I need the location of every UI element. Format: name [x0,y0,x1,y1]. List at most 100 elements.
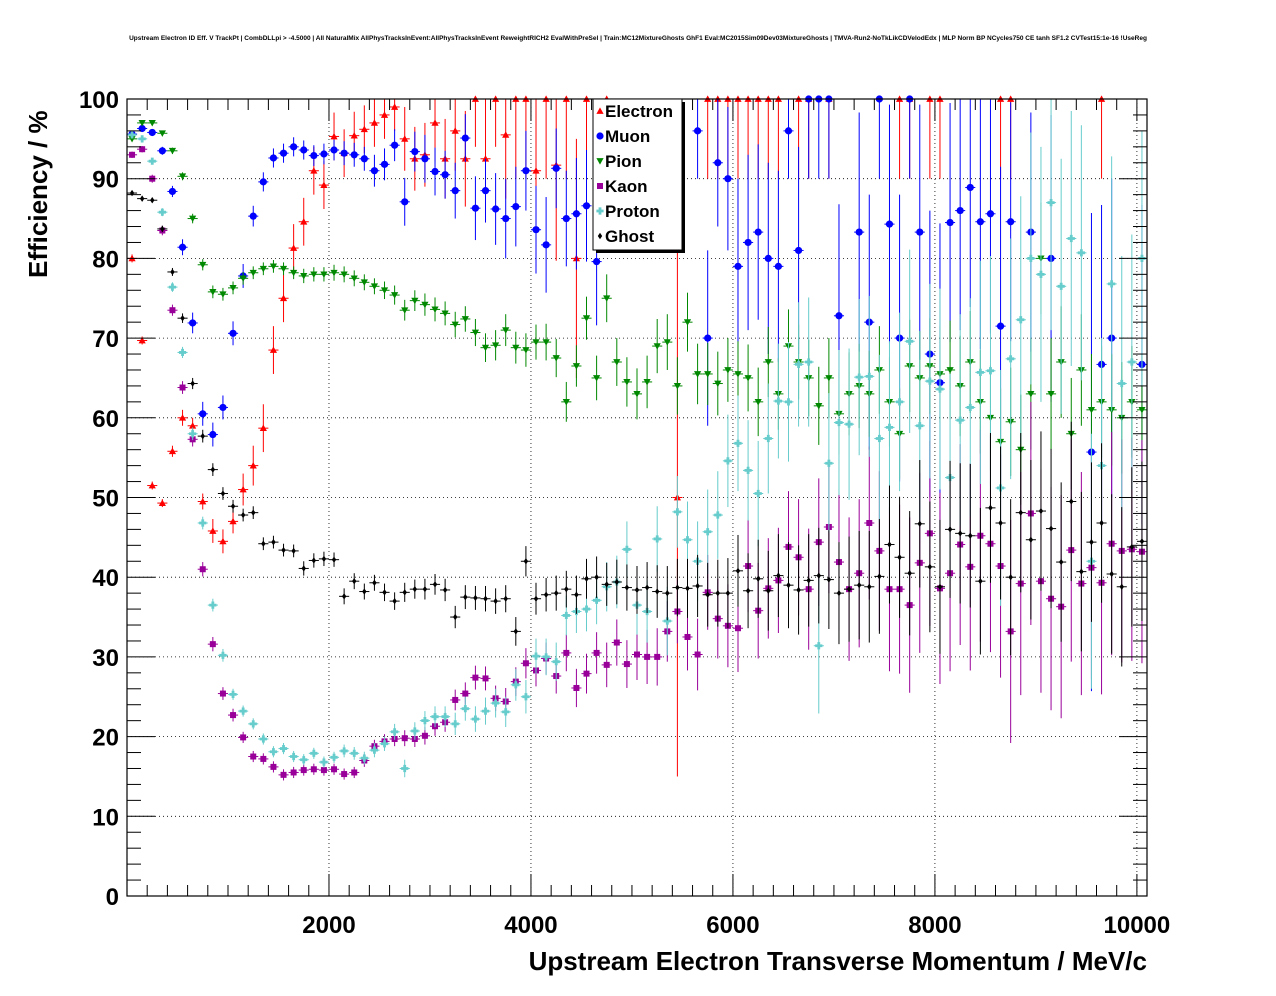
ghost-point [281,546,286,554]
electron-point [330,132,338,140]
ghost-point [968,532,973,539]
muon-point [502,214,510,223]
ghost-point [1119,583,1124,590]
electron-point [532,167,540,174]
kaon-point [694,651,701,658]
electron-point [168,447,177,455]
proton-point [663,617,671,625]
electron-point [249,462,257,469]
axis-tick-labels: 2000 4000 6000 8000 10000 0 10 20 30 40 50 60 70 80 90… [79,87,1170,939]
kaon-point [341,771,348,778]
x-tick-label: 10000 [1104,912,1171,939]
electron-point [380,111,389,118]
proton-point [219,651,227,659]
muon-point [350,151,358,159]
proton-point [825,459,833,467]
pion-point [421,301,429,309]
proton-point [623,545,631,553]
kaon-point [179,384,186,391]
ghost-point [453,613,458,621]
proton-point [916,422,924,430]
proton-point [754,489,762,498]
electron-point [158,499,166,506]
proton-point [582,605,591,613]
ghost-point [947,526,953,533]
pion-point [673,383,681,390]
pion-point [199,261,207,269]
ghost-point [1008,574,1013,581]
ghost-series [127,189,1147,667]
muon-point [269,154,278,162]
proton-point [209,601,217,609]
chart-title: Upstream Electron ID Eff. V TrackPt | Co… [129,35,1147,42]
electron-point [481,155,490,162]
muon-point [996,322,1005,330]
ghost-point [341,593,347,600]
proton-point [138,135,146,143]
y-tick-label: 70 [92,326,119,353]
ghost-point [442,586,448,594]
muon-point [724,175,732,183]
muon-point [552,164,560,172]
electron-point [451,127,459,134]
ghost-point [826,576,832,583]
ghost-point [998,519,1003,527]
pion-point [290,269,298,277]
pion-point [704,371,712,378]
proton-point [1017,316,1025,324]
ghost-point [665,589,670,597]
pion-point [471,329,480,337]
muon-point [976,218,984,226]
ghost-point [927,563,933,571]
proton-point [855,373,863,381]
proton-legend-marker [596,207,604,215]
muon-point [209,430,217,439]
pion-point [340,271,348,278]
y-tick-label: 60 [92,406,119,433]
ghost-point [554,589,559,597]
proton-point [845,420,853,428]
muon-point [562,214,570,223]
proton-point [148,157,156,165]
legend-box [592,98,683,251]
ghost-point [755,575,761,582]
pion-point [502,327,510,334]
muon-point [340,149,348,157]
pion-point [663,339,671,346]
muon-point [148,128,156,137]
pion-point [441,310,449,317]
proton-point [875,434,883,443]
proton-point [1057,282,1065,290]
ghost-point [897,554,902,561]
ghost-point [362,588,367,595]
kaon-point [452,696,459,703]
pion-point [350,275,358,282]
proton-point [401,764,409,773]
pion-point [279,265,288,273]
proton-point [199,519,207,527]
pion-point [623,379,631,386]
ghost-point [210,466,216,473]
proton-point [461,705,469,713]
ghost-legend-marker [597,232,603,240]
ghost-legend-label: Ghost [605,227,654,246]
pion-point [815,402,823,410]
electron-legend-marker [596,107,604,114]
ghost-point [988,504,993,512]
pion-point [522,347,530,354]
ghost-point [190,380,195,387]
pion-point [189,215,197,223]
ghost-point [200,432,205,440]
proton-point [976,368,984,376]
ghost-point [725,589,731,597]
pion-point [542,339,550,346]
proton-point [380,740,389,748]
electron-point [178,414,187,421]
muon-point [249,212,257,220]
muon-point [279,149,288,157]
ghost-point [139,195,145,202]
proton-point [421,717,429,725]
kaon-point [129,151,136,158]
pion-point [128,135,136,143]
